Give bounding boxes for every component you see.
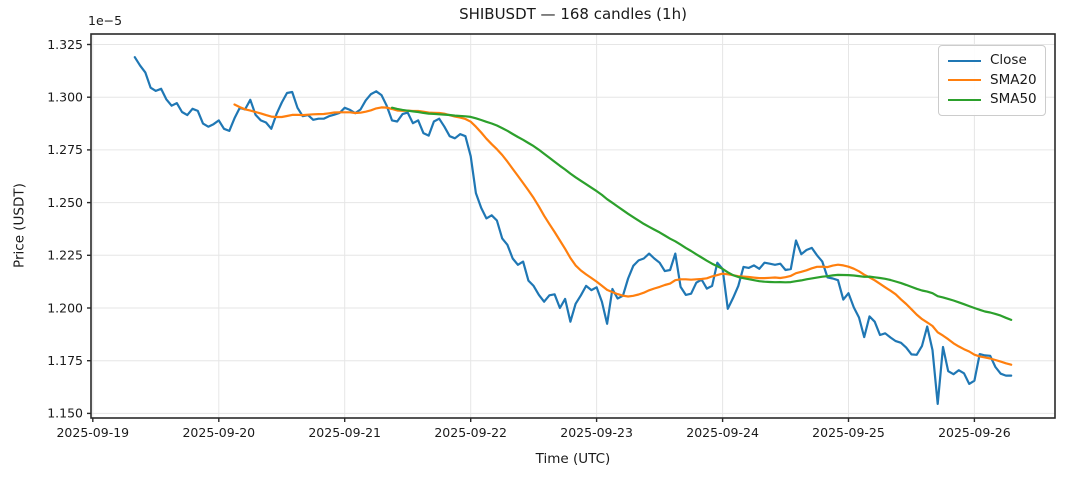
x-tick-label: 2025-09-23	[560, 425, 633, 440]
sma50-line	[390, 106, 1013, 321]
y-tick-label: 1.150	[47, 406, 83, 421]
x-axis-label: Time (UTC)	[535, 451, 611, 467]
x-tick-label: 2025-09-24	[686, 425, 759, 440]
y-tick-label: 1.175	[47, 353, 83, 368]
legend-item-close: Close	[948, 54, 1037, 68]
chart-title: SHIBUSDT — 168 candles (1h)	[459, 5, 687, 23]
y-axis-offset-label: 1e−5	[88, 13, 123, 28]
grid	[91, 34, 1055, 418]
legend-label: SMA50	[990, 91, 1037, 108]
x-tick-label: 2025-09-20	[182, 425, 255, 440]
tick-marks	[87, 43, 976, 422]
sma20-line-swatch	[948, 79, 981, 82]
y-tick-label: 1.250	[47, 195, 83, 210]
tick-labels: 1.150 1.175 1.200 1.225 1.250 1.275 1.300 1.325…	[47, 37, 1011, 440]
close-line	[133, 56, 1013, 405]
sma50-line-swatch	[948, 99, 981, 102]
y-tick-label: 1.325	[47, 37, 83, 52]
legend-item-sma50: SMA50	[948, 93, 1037, 107]
x-tick-label: 2025-09-19	[56, 425, 129, 440]
legend-item-sma20: SMA20	[948, 71, 1037, 88]
x-tick-label: 2025-09-21	[308, 425, 381, 440]
y-tick-label: 1.300	[47, 90, 83, 105]
x-tick-label: 2025-09-25	[812, 425, 885, 440]
y-tick-label: 1.275	[47, 142, 83, 157]
close-line-swatch	[948, 59, 981, 62]
sma20-line	[233, 103, 1013, 366]
y-axis-label: Price (USDT)	[11, 183, 28, 268]
y-tick-label: 1.225	[47, 248, 83, 263]
x-tick-label: 2025-09-22	[434, 425, 507, 440]
legend-label: Close	[990, 52, 1027, 69]
legend-label: SMA20	[990, 71, 1037, 88]
y-tick-label: 1.200	[47, 300, 83, 315]
x-tick-label: 2025-09-26	[938, 425, 1011, 440]
legend: Close SMA20 SMA50	[938, 45, 1046, 116]
axes-frame	[90, 33, 1056, 419]
